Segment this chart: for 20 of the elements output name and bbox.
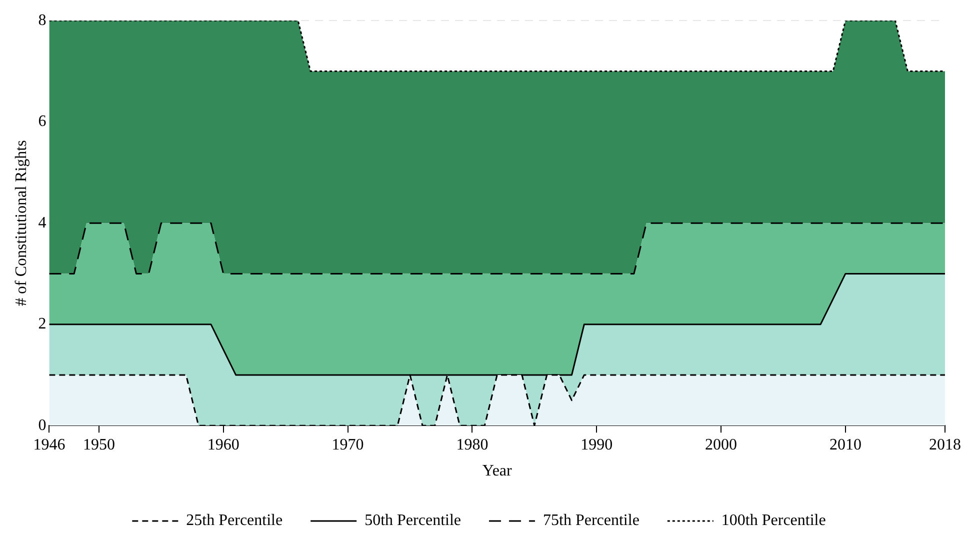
y-tick-label: 4 <box>38 214 46 232</box>
y-tick-label: 8 <box>38 12 46 29</box>
x-tick-label: 1980 <box>456 436 488 454</box>
x-axis-title: Year <box>482 462 513 480</box>
legend-label: 50th Percentile <box>364 512 462 530</box>
y-tick-label: 0 <box>38 416 46 434</box>
x-tick-label: 2010 <box>829 436 862 454</box>
y-axis-title: # of Constitutional Rights <box>12 140 30 306</box>
y-tick-label: 6 <box>38 113 46 130</box>
x-tick-label: 1946 <box>33 436 66 454</box>
x-tick-label: 1990 <box>580 436 613 454</box>
legend-label: 75th Percentile <box>543 512 640 530</box>
x-tick-label: 2000 <box>705 436 738 454</box>
x-tick-label: 1970 <box>332 436 364 454</box>
y-tick-label: 2 <box>38 316 46 333</box>
x-tick-label: 1950 <box>82 436 115 454</box>
x-tick-label: 1960 <box>207 436 240 454</box>
legend-label: 100th Percentile <box>721 512 826 530</box>
x-tick-label: 2018 <box>929 436 961 454</box>
legend-label: 25th Percentile <box>186 512 283 530</box>
